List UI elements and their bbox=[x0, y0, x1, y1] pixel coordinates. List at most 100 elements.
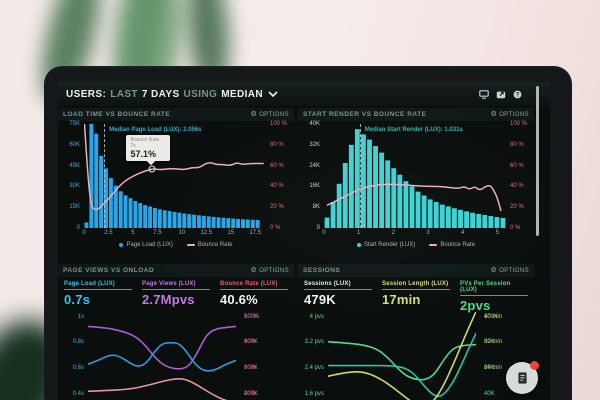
share-icon[interactable] bbox=[496, 90, 506, 99]
legend-dot bbox=[356, 243, 361, 247]
scrollbar[interactable] bbox=[536, 86, 539, 236]
x-axis: 0 2.5 5 7.5 10 12.5 15 17.5 bbox=[82, 228, 266, 238]
options-button[interactable]: ⚙ OPTIONS bbox=[250, 110, 289, 118]
axis-tick-label: 200K bbox=[244, 390, 259, 397]
axis-tick: 45K bbox=[69, 162, 80, 169]
legend-item: Start Render (LUX) bbox=[356, 242, 416, 248]
axis-tick: 0.8s bbox=[72, 339, 84, 346]
axis-tick: 0 % bbox=[270, 225, 281, 231]
axis-tick: 60 % bbox=[510, 162, 524, 169]
axis-tick: 3.2 pvs bbox=[304, 339, 324, 346]
axis-tick: 0 bbox=[82, 230, 86, 236]
x-axis: 0 1 2 3 4 5 bbox=[322, 228, 506, 238]
y-axis: 100 % 80 % 60 % 40 % 20 % 0 % bbox=[506, 121, 534, 231]
y-axis: 75K 60K 45K 30K 15K 0 bbox=[58, 121, 84, 231]
panel-start-render: START RENDER VS BOUNCE RATE ⚙ OPTIONS 40K… bbox=[298, 108, 534, 260]
axis-tick-label: 40% bbox=[244, 390, 257, 397]
axis-tick: 60K bbox=[69, 141, 80, 148]
legend-label: Page Load (LUX) bbox=[126, 242, 173, 248]
axis-tick: 8K bbox=[312, 204, 320, 211]
axis-tick: 17.5 bbox=[249, 230, 262, 236]
axis-tick: 1.6 pvs bbox=[304, 390, 324, 397]
axis-tick: 5 bbox=[131, 230, 135, 236]
axis-tick-label: 40K bbox=[484, 390, 495, 397]
axis-tick: 20 % bbox=[270, 204, 284, 211]
axis-tick: 2.5 bbox=[104, 230, 113, 236]
tooltip-line: Bounce Rate bbox=[130, 136, 160, 143]
y-axis-right: 100K 40 min 80K 32 min 60K 24 min 40K bbox=[476, 312, 534, 400]
legend-dot bbox=[119, 243, 124, 247]
title-part: 7 DAYS bbox=[141, 88, 180, 100]
options-button[interactable]: ⚙ OPTIONS bbox=[490, 110, 529, 118]
panel-sessions: SESSIONS ⚙ OPTIONS Sessions (LUX) 479K Sess… bbox=[298, 264, 534, 400]
stat-label: Page Views (LUX) bbox=[142, 281, 196, 287]
median-label: Median Start Render (LUX): 1.031s bbox=[364, 127, 463, 133]
axis-tick: 0.4s bbox=[72, 390, 84, 397]
notification-badge bbox=[530, 361, 539, 370]
load-time-chart: 75K 60K 45K 30K 15K 0 Median Page Load (LUX): … bbox=[58, 121, 294, 238]
stat-underline bbox=[460, 295, 528, 296]
stat-block: Bounce Rate (LUX) 40.6% bbox=[220, 281, 288, 308]
chevron-down-icon[interactable] bbox=[268, 91, 278, 97]
axis-tick: 4 bbox=[460, 230, 465, 236]
stat-block: Sessions (LUX) 479K bbox=[304, 281, 372, 308]
options-button[interactable]: ⚙ OPTIONS bbox=[250, 266, 289, 274]
axis-tick-label: 300K bbox=[244, 365, 259, 372]
axis-tick: 3 bbox=[426, 230, 430, 236]
legend-item: Bounce Rate bbox=[429, 242, 475, 248]
monitor-icon[interactable] bbox=[479, 89, 489, 99]
axis-tick: 40 % bbox=[270, 183, 284, 190]
legend-item: Page Load (LUX) bbox=[119, 242, 173, 248]
sessions-chart: 4 pvs 3.2 pvs 2.4 pvs 1.6 pvs 100K 40 min 80K 3… bbox=[298, 308, 534, 400]
axis-tick: 30K bbox=[69, 183, 80, 190]
stat-underline bbox=[304, 289, 372, 290]
dashboard-title[interactable]: USERS: LAST 7 DAYS USING MEDIAN bbox=[66, 89, 263, 100]
y-axis: 1s 0.8s 0.6s 0.4s bbox=[58, 312, 88, 400]
panel-title: START RENDER VS BOUNCE RATE bbox=[303, 111, 427, 118]
stat-block: Page Load (LUX) 0.7s bbox=[64, 281, 132, 308]
title-part: USERS: bbox=[66, 88, 107, 100]
axis-tick: 0.6s bbox=[72, 365, 84, 372]
axis-tick: 12.5 bbox=[200, 230, 213, 236]
tooltip-line: 7s bbox=[130, 142, 136, 149]
chat-widget-button[interactable] bbox=[506, 361, 539, 394]
stat-value: 479K bbox=[304, 292, 336, 307]
legend-line bbox=[186, 244, 195, 246]
page-views-chart: 1s 0.8s 0.6s 0.4s 500K 100% 400K 80% 300K 60% 200K… bbox=[58, 308, 294, 400]
document-icon bbox=[517, 372, 527, 384]
gear-icon: ⚙ bbox=[250, 110, 258, 118]
axis-tick: 2.4 pvs bbox=[304, 365, 324, 372]
legend-label: Start Render (LUX) bbox=[363, 242, 416, 248]
median-line: Median Start Render (LUX): 1.031s bbox=[359, 124, 463, 228]
axis-tick: 0 bbox=[316, 225, 320, 231]
axis-tick: 32K bbox=[309, 141, 320, 148]
stat-underline bbox=[142, 289, 210, 290]
stat-label: Page Load (LUX) bbox=[64, 281, 116, 287]
axis-tick: 1s bbox=[77, 313, 84, 320]
gear-icon: ⚙ bbox=[490, 266, 498, 274]
stat-label: PVs Per Session (LUX) bbox=[460, 281, 511, 293]
stat-block: Page Views (LUX) 2.7Mpvs bbox=[142, 281, 210, 308]
median-label: Median Page Load (LUX): 2.056s bbox=[109, 127, 202, 133]
options-button[interactable]: ⚙ OPTIONS bbox=[490, 266, 529, 274]
stat-label: Bounce Rate (LUX) bbox=[220, 281, 278, 287]
panel-page-views: PAGE VIEWS VS ONLOAD ⚙ OPTIONS Page Load … bbox=[58, 264, 294, 400]
axis-tick-label: 400K bbox=[244, 339, 259, 346]
axis-tick: 4 pvs bbox=[309, 313, 324, 320]
start-render-chart: 40K 32K 24K 16K 8K 0 Median Start Render (LUX)… bbox=[298, 121, 534, 238]
axis-tick-label: 80K bbox=[484, 339, 495, 346]
title-part: MEDIAN bbox=[221, 88, 264, 100]
axis-tick: 24K bbox=[309, 162, 320, 169]
help-icon[interactable]: ? bbox=[513, 90, 522, 99]
laptop: USERS: LAST 7 DAYS USING MEDIAN bbox=[44, 66, 572, 400]
title-part: LAST bbox=[110, 88, 138, 100]
data-point-marker bbox=[148, 165, 156, 173]
gear-icon: ⚙ bbox=[490, 110, 498, 118]
legend-label: Bounce Rate bbox=[197, 242, 233, 248]
stats-row: Page Load (LUX) 0.7s Page Views (LUX) 2.7Mp… bbox=[58, 277, 294, 308]
axis-tick-label: 80% bbox=[244, 339, 257, 346]
axis-tick: 0 bbox=[76, 225, 80, 231]
axis-tick-label: 60K bbox=[484, 365, 495, 372]
axis-tick: 40K bbox=[309, 121, 320, 127]
